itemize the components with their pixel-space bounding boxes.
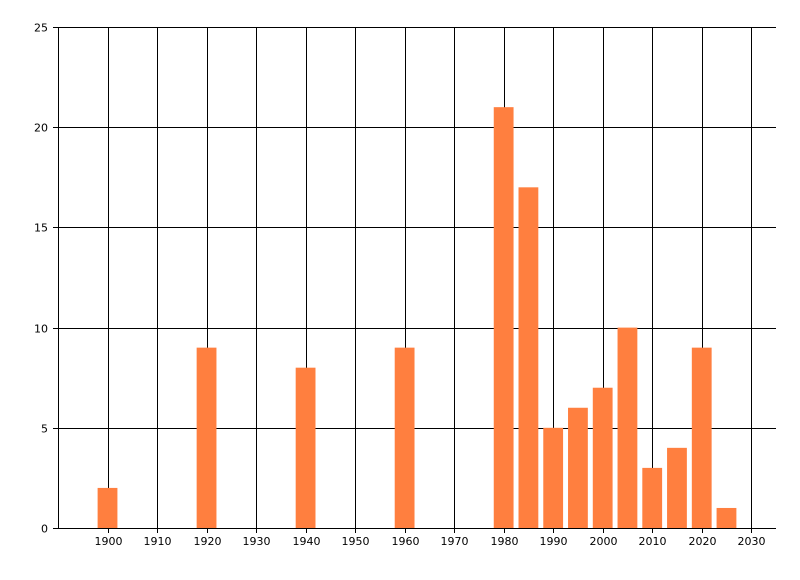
y-tick-label: 25 [34, 22, 48, 35]
x-tick-label: 2030 [738, 535, 766, 548]
bar-2020 [691, 347, 712, 528]
x-tick-label: 1900 [95, 535, 123, 548]
bar-1900 [97, 487, 118, 528]
bar-1990 [543, 427, 564, 528]
bar-1985 [518, 187, 539, 528]
bar-1920 [196, 347, 217, 528]
bar-2025 [716, 507, 737, 528]
x-tick-label: 2010 [639, 535, 667, 548]
axes [53, 27, 776, 533]
x-tick-label: 1950 [342, 535, 370, 548]
bar-1980 [493, 107, 514, 528]
y-tick-label: 0 [41, 523, 48, 536]
y-tick-label: 5 [41, 423, 48, 436]
x-tick-label: 1980 [491, 535, 519, 548]
bar-1960 [394, 347, 415, 528]
x-tick-label: 1920 [194, 535, 222, 548]
x-tick-label: 1990 [540, 535, 568, 548]
bar-1995 [568, 407, 588, 528]
bars [97, 107, 737, 528]
x-tick-label: 1940 [293, 535, 321, 548]
x-tick-label: 1930 [243, 535, 271, 548]
y-tick-label: 20 [34, 122, 48, 135]
x-tick-label: 2020 [689, 535, 717, 548]
y-tick-label: 15 [34, 222, 48, 235]
bar-1940 [295, 367, 316, 528]
tick-labels: 0 5 10 15 20 25 1900 1910 1920 1930 1940 1950 1960 19… [34, 22, 766, 549]
x-tick-label: 1960 [392, 535, 420, 548]
bar-2010 [642, 467, 663, 528]
x-tick-label: 1970 [441, 535, 469, 548]
y-tick-label: 10 [34, 323, 48, 336]
grid-lines [58, 27, 776, 529]
x-tick-label: 1910 [144, 535, 172, 548]
bar-2005 [617, 327, 638, 528]
bar-2015 [667, 447, 687, 528]
x-tick-label: 2000 [590, 535, 618, 548]
bar-2000 [592, 387, 613, 528]
